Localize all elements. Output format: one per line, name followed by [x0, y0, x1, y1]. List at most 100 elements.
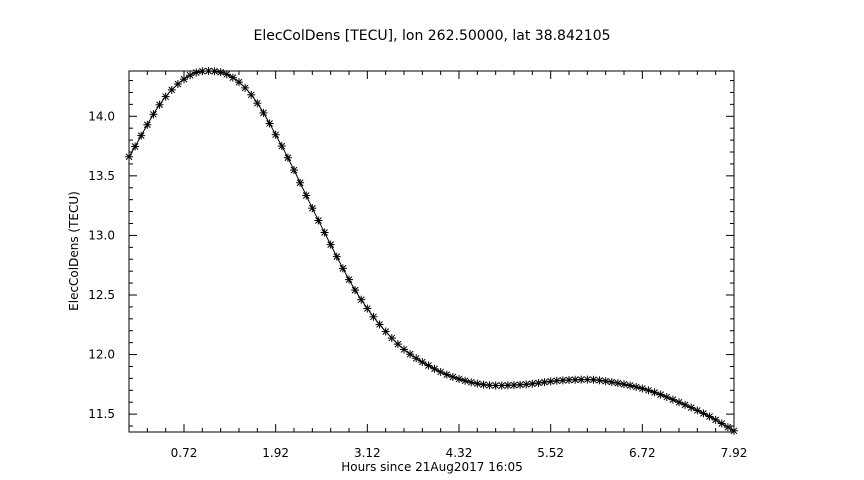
data-point-marker	[442, 370, 451, 379]
data-point-marker	[320, 228, 329, 237]
data-point-marker	[216, 68, 225, 77]
y-tick-label: 11.5	[88, 407, 115, 421]
data-point-marker	[125, 152, 133, 161]
data-point-marker	[607, 378, 616, 387]
data-point-marker	[149, 110, 158, 119]
data-point-marker	[546, 377, 555, 386]
data-point-marker	[687, 403, 696, 412]
chart-title: ElecColDens [TECU], lon 262.50000, lat 3…	[253, 28, 610, 44]
data-point-marker	[601, 377, 610, 386]
data-point-marker	[473, 379, 482, 388]
y-axis-ticks	[129, 80, 734, 427]
data-point-marker	[522, 380, 531, 389]
data-point-marker	[620, 380, 628, 389]
x-axis-label: Hours since 21Aug2017 16:05	[341, 460, 523, 474]
data-point-marker	[675, 398, 683, 407]
data-point-marker	[363, 304, 372, 313]
data-point-marker	[351, 286, 360, 295]
y-tick-label: 12.0	[88, 348, 115, 362]
data-point-marker	[143, 120, 152, 129]
data-point-marker	[436, 367, 445, 376]
data-point-marker	[332, 252, 341, 261]
data-point-marker	[265, 119, 274, 128]
y-axis-label: ElecColDens (TECU)	[67, 191, 81, 311]
data-point-marker	[259, 108, 268, 117]
y-tick-label: 14.0	[88, 109, 115, 123]
data-point-marker	[705, 412, 714, 421]
data-point-marker	[290, 166, 298, 175]
data-point-marker	[277, 142, 286, 151]
data-point-marker	[595, 376, 604, 385]
x-tick-label: 5.52	[537, 446, 564, 460]
data-point-marker	[644, 386, 653, 395]
data-point-marker	[222, 70, 231, 79]
data-point-marker	[167, 85, 176, 94]
data-point-marker	[448, 372, 457, 381]
data-point-marker	[638, 384, 647, 393]
data-point-marker	[180, 75, 188, 84]
x-tick-label: 4.32	[446, 446, 473, 460]
data-point-marker	[497, 381, 506, 390]
data-point-marker	[455, 374, 463, 383]
data-point-marker	[540, 378, 549, 387]
data-point-marker	[198, 67, 207, 76]
data-point-marker	[589, 375, 598, 384]
data-point-marker	[723, 423, 732, 432]
data-point-marker	[296, 178, 305, 187]
data-point-marker	[650, 388, 659, 397]
data-point-marker	[345, 275, 353, 284]
data-point-marker	[406, 350, 415, 359]
data-point-marker	[186, 71, 195, 80]
data-point-marker	[479, 380, 488, 389]
x-tick-label: 7.92	[721, 446, 748, 460]
data-point-marker	[503, 381, 512, 390]
x-axis-ticks	[128, 71, 735, 432]
data-point-marker	[387, 334, 396, 343]
data-point-marker	[693, 406, 702, 415]
data-point-marker	[283, 153, 292, 162]
data-point-marker	[699, 409, 708, 418]
data-point-marker	[711, 415, 720, 424]
data-point-marker	[247, 90, 256, 99]
x-tick-label: 0.72	[171, 446, 198, 460]
data-point-marker	[161, 92, 170, 101]
data-point-marker	[668, 395, 677, 404]
x-tick-label: 6.72	[629, 446, 656, 460]
data-point-marker	[308, 204, 317, 213]
data-point-marker	[528, 379, 537, 388]
data-point-marker	[534, 378, 543, 387]
data-point-marker	[393, 340, 402, 349]
data-point-marker	[253, 99, 262, 108]
data-point-marker	[228, 73, 237, 82]
data-point-marker	[369, 312, 378, 321]
data-point-marker	[717, 419, 726, 428]
data-point-marker	[730, 426, 738, 435]
data-point-marker	[400, 345, 408, 354]
x-tick-label: 1.92	[262, 446, 289, 460]
data-point-marker	[412, 354, 421, 363]
y-axis-tick-labels: 11.5 12.0 12.5 13.0 13.5 14.0	[88, 109, 115, 421]
data-point-marker	[271, 130, 280, 139]
data-point-marker	[681, 400, 690, 409]
data-point-marker	[430, 364, 439, 373]
data-point-marker	[418, 358, 427, 367]
data-point-marker	[241, 83, 250, 92]
data-point-marker	[302, 191, 311, 200]
data-point-marker	[626, 381, 635, 390]
data-point-marker	[656, 390, 665, 399]
series-line	[128, 70, 735, 432]
y-tick-label: 12.5	[88, 288, 115, 302]
plot-frame	[128, 70, 735, 433]
data-point-marker	[235, 78, 243, 87]
x-axis-tick-labels: 0.72 1.92 3.12 4.32 5.52 6.72 7.92	[171, 446, 748, 460]
data-point-marker	[314, 216, 323, 225]
data-point-marker	[613, 379, 622, 388]
data-point-marker	[210, 67, 219, 76]
y-tick-label: 13.5	[88, 169, 115, 183]
data-point-marker	[662, 393, 671, 402]
y-tick-label: 13.0	[88, 228, 115, 242]
data-point-marker	[424, 361, 433, 370]
data-point-marker	[571, 375, 580, 384]
x-tick-label: 3.12	[354, 446, 381, 460]
